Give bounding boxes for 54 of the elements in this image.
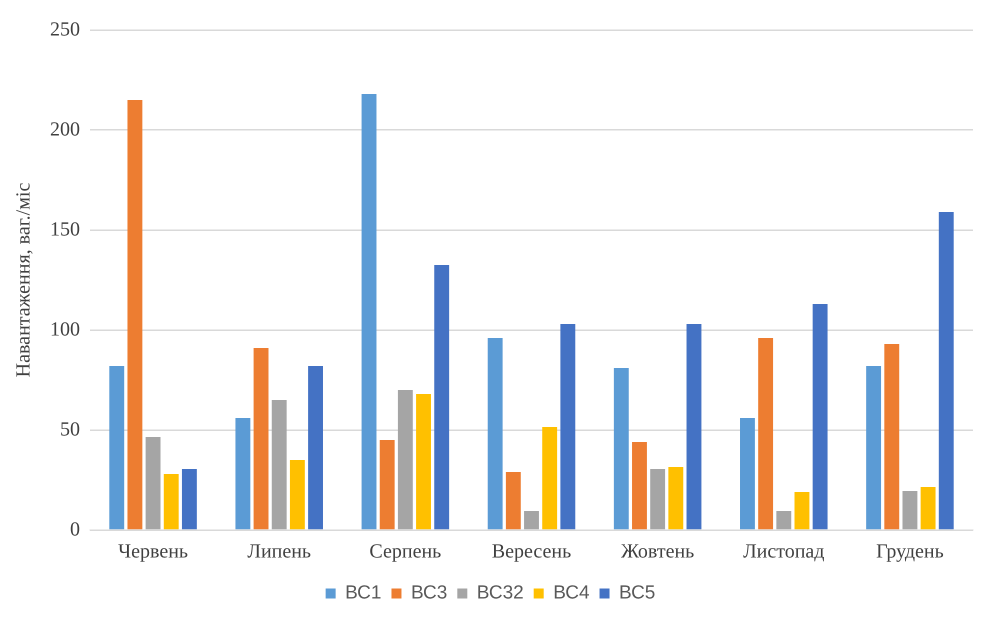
x-tick-label: Вересень (492, 540, 572, 562)
bar (902, 491, 918, 530)
x-tick-label: Жовтень (620, 540, 694, 562)
bar (380, 440, 395, 530)
x-tick-label: Грудень (876, 540, 944, 562)
bar (488, 338, 503, 530)
bar (560, 324, 576, 530)
x-tick-label: Червень (118, 540, 188, 562)
bar (920, 487, 936, 530)
y-tick-label: 100 (50, 318, 80, 340)
x-tick-label: Липень (247, 540, 312, 562)
bar (362, 94, 376, 530)
bar (866, 366, 882, 530)
bar (812, 304, 828, 530)
bar (758, 338, 774, 530)
legend-label: ВС32 (476, 582, 524, 604)
bar (524, 511, 539, 530)
bar (308, 366, 323, 530)
bar (740, 418, 755, 530)
bar (686, 324, 702, 530)
bar (794, 492, 810, 530)
bar (109, 366, 124, 530)
bar (884, 344, 900, 530)
bar (146, 437, 161, 530)
bar (290, 460, 305, 530)
y-tick-label: 250 (50, 18, 80, 40)
bar (164, 474, 179, 530)
legend-label: ВС5 (619, 582, 656, 604)
bar (434, 265, 450, 530)
x-tick-label: Листопад (743, 540, 824, 562)
bar (614, 368, 629, 530)
legend-label: ВС4 (553, 582, 590, 604)
y-axis-title: Навантаження, ваг./міс (12, 182, 34, 378)
y-tick-label: 150 (50, 218, 80, 240)
y-tick-label: 200 (50, 118, 80, 140)
bar (182, 469, 197, 530)
bar (416, 394, 431, 530)
bar (668, 467, 684, 530)
y-tick-label: 0 (70, 518, 80, 540)
bar (254, 348, 268, 530)
bar (632, 442, 647, 530)
bar (542, 427, 558, 530)
bar (272, 400, 287, 530)
bar (398, 390, 413, 530)
y-tick-label: 50 (60, 418, 80, 440)
bar (776, 511, 792, 530)
legend-label: ВС3 (410, 582, 448, 604)
bar (235, 418, 250, 530)
legend-label: ВС1 (345, 582, 382, 604)
bar (650, 469, 666, 530)
bar (938, 212, 954, 530)
x-tick-label: Серпень (369, 540, 442, 562)
bar (506, 472, 521, 530)
bar (127, 100, 142, 530)
